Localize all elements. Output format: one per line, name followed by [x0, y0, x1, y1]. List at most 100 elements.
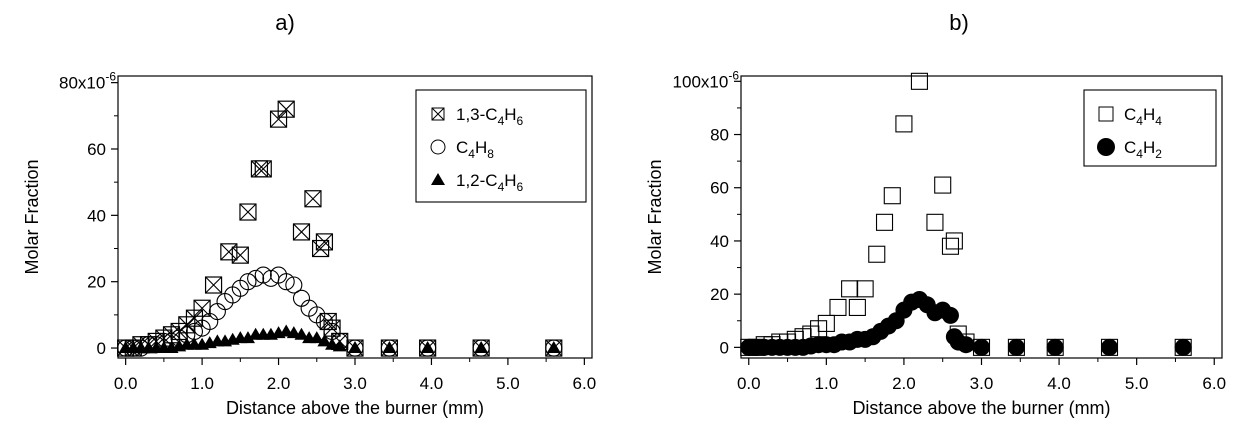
data-point	[250, 160, 269, 178]
legend-entry: C4H8	[430, 138, 494, 161]
data-point	[841, 280, 859, 298]
data-point	[1174, 338, 1192, 356]
data-point	[926, 213, 944, 231]
data-point	[545, 339, 563, 357]
data-point	[895, 115, 913, 133]
x-tick-label: 6.0	[1202, 374, 1226, 393]
data-point	[474, 341, 489, 354]
data-point	[346, 339, 364, 357]
x-tick-label: 5.0	[1125, 374, 1149, 393]
legend-entry: 1,2-C4H6	[431, 171, 524, 194]
legend: C4H4 C4H2	[1083, 89, 1217, 167]
y-tick-label: 40	[710, 232, 729, 251]
x-tick-label: 1.0	[815, 374, 839, 393]
data-point	[348, 341, 362, 354]
x-tick-label: 4.0	[420, 374, 444, 393]
data-point	[380, 339, 398, 357]
data-point	[240, 331, 255, 344]
data-point	[254, 160, 272, 178]
panel-label: b)	[949, 10, 969, 35]
y-axis-label: Molar Fraction	[22, 159, 42, 274]
legend-label: C4H2	[1124, 138, 1162, 161]
data-point	[973, 338, 990, 356]
x-tick-label: 5.0	[496, 374, 520, 393]
y-tick-label: 80x10-6	[59, 70, 116, 93]
x-tick-label: 4.0	[1047, 374, 1071, 393]
data-point	[934, 176, 952, 194]
x-tick-label: 2.0	[267, 374, 291, 393]
data-point	[277, 273, 295, 291]
legend-marker	[1097, 138, 1115, 156]
panel-a: a) 0.0 1.0 2.0 3.0 4.0 5.0 6.0 0 20 40 60 80x10-6 Dis…	[22, 10, 596, 418]
data-point	[829, 298, 847, 317]
data-point	[277, 100, 295, 118]
data-point	[941, 306, 959, 324]
data-point	[231, 246, 249, 264]
legend-entry: 1,3-C4H6	[431, 105, 524, 128]
data-point	[315, 233, 334, 251]
data-point	[294, 327, 309, 340]
data-point	[239, 273, 257, 291]
data-point	[817, 314, 835, 332]
data-point	[304, 190, 322, 208]
y-tick-label: 0	[97, 339, 106, 358]
x-tick-label: 3.0	[970, 374, 994, 393]
data-point	[1007, 338, 1025, 356]
data-point	[292, 223, 311, 241]
legend-label: C4H8	[456, 138, 494, 161]
x-tick-label: 3.0	[343, 374, 367, 393]
data-point	[309, 331, 324, 344]
data-point	[910, 72, 928, 90]
legend-label: 1,3-C4H6	[456, 105, 524, 128]
data-point	[254, 266, 272, 284]
data-point	[292, 289, 311, 307]
x-tick-label: 0.0	[737, 374, 761, 393]
x-tick-label: 2.0	[892, 374, 916, 393]
data-point	[546, 341, 561, 354]
legend: 1,3-C4H6 C4H8 1,2-C4H6	[415, 89, 587, 203]
y-tick-label: 0	[720, 338, 729, 357]
legend-marker	[431, 107, 445, 121]
data-point	[204, 276, 223, 294]
data-point	[332, 339, 347, 352]
legend-entry: C4H4	[1098, 105, 1162, 128]
data-point	[945, 232, 963, 250]
data-point	[382, 341, 397, 354]
data-point	[868, 245, 886, 263]
y-axis-label: Molar Fraction	[645, 159, 665, 274]
legend-marker	[1098, 106, 1114, 122]
data-point	[472, 339, 490, 357]
data-point	[1101, 338, 1119, 356]
y-tick-label: 100x10-6	[673, 68, 740, 91]
legend-label: C4H4	[1124, 105, 1162, 128]
y-tick-label: 60	[710, 179, 729, 198]
panel-label: a)	[275, 10, 295, 35]
series-1	[740, 290, 1192, 356]
data-point	[247, 269, 265, 287]
y-tick-label: 20	[87, 273, 106, 292]
data-point	[239, 203, 257, 221]
data-point	[1046, 338, 1064, 356]
x-axis-label: Distance above the burner (mm)	[226, 398, 484, 418]
data-point	[856, 280, 874, 298]
data-point	[208, 303, 226, 321]
data-point	[220, 243, 238, 261]
data-point	[883, 187, 901, 205]
data-point	[419, 339, 437, 357]
x-tick-label: 0.0	[114, 374, 138, 393]
series-2	[118, 324, 561, 354]
data-point	[941, 237, 960, 255]
legend-label: 1,2-C4H6	[456, 171, 524, 194]
y-tick-label: 40	[87, 206, 106, 225]
data-point	[420, 341, 435, 354]
data-point	[875, 213, 894, 231]
x-tick-label: 1.0	[190, 374, 214, 393]
panel-b: b) 0.0 1.0 2.0 3.0 4.0 5.0 6.0 0 20 40 60 80 100x10-6…	[645, 10, 1226, 418]
legend-marker	[431, 173, 445, 185]
y-tick-label: 20	[710, 285, 729, 304]
data-point	[285, 276, 303, 294]
legend-entry: C4H2	[1097, 138, 1162, 161]
legend-marker	[430, 139, 446, 155]
x-tick-label: 6.0	[573, 374, 597, 393]
